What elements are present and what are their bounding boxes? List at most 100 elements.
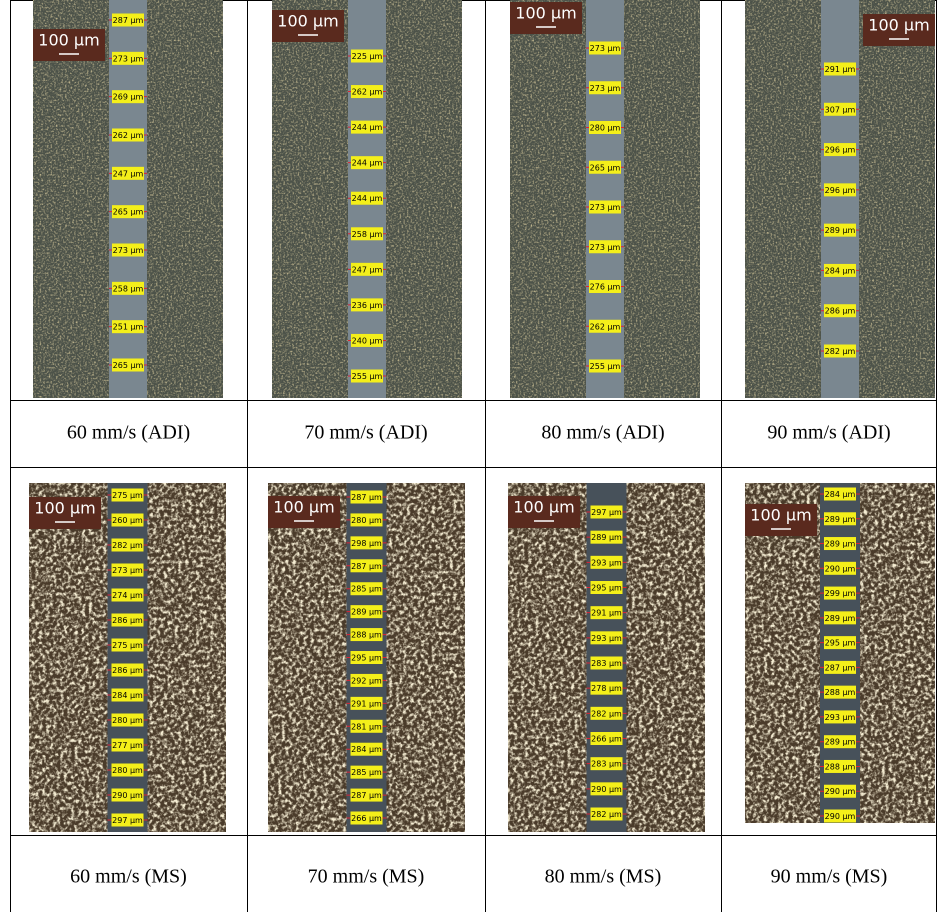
measure-label: 289 µm [351, 608, 382, 617]
measure-label: 287 µm [351, 562, 382, 571]
measure-label: 290 µm [825, 812, 856, 821]
measure-label: 286 µm [112, 666, 143, 675]
micrograph: 291 µm307 µm296 µm296 µm289 µm284 µm286 … [745, 0, 935, 398]
measure-label: 289 µm [825, 226, 856, 235]
measure-label: 273 µm [112, 566, 143, 575]
measure-label: 290 µm [591, 785, 622, 794]
scale-bar-label: 100 µm [868, 16, 929, 35]
measure-label: 280 µm [590, 124, 621, 133]
measure-label: 287 µm [351, 493, 382, 502]
measure-label: 289 µm [825, 515, 856, 524]
measure-label: 289 µm [825, 540, 856, 549]
measure-label: 281 µm [351, 722, 382, 731]
measure-label: 244 µm [352, 123, 383, 132]
measure-label: 298 µm [351, 539, 382, 548]
measure-label: 273 µm [590, 84, 621, 93]
measure-label: 262 µm [113, 131, 144, 140]
measure-label: 295 µm [351, 654, 382, 663]
measure-label: 247 µm [352, 265, 383, 274]
micrograph: 284 µm289 µm289 µm290 µm299 µm289 µm295 … [745, 483, 935, 823]
channel [586, 0, 624, 398]
measure-label: 292 µm [351, 676, 382, 685]
measure-label: 273 µm [590, 203, 621, 212]
measure-label: 258 µm [352, 230, 383, 239]
caption: 80 mm/s (ADI) [541, 422, 664, 444]
caption: 70 mm/s (ADI) [304, 422, 427, 444]
measure-label: 275 µm [112, 491, 143, 500]
measure-label: 284 µm [351, 745, 382, 754]
measure-label: 277 µm [112, 741, 143, 750]
measure-label: 295 µm [825, 639, 856, 648]
measure-label: 236 µm [352, 301, 383, 310]
measure-label: 255 µm [590, 362, 621, 371]
caption: 90 mm/s (MS) [771, 866, 888, 888]
scale-bar-label: 100 µm [273, 498, 334, 517]
micrograph: 275 µm260 µm282 µm273 µm274 µm286 µm275 … [29, 483, 226, 832]
scale-bar-label: 100 µm [750, 506, 811, 525]
measure-label: 289 µm [591, 533, 622, 542]
measure-label: 284 µm [825, 490, 856, 499]
measure-label: 307 µm [825, 105, 856, 114]
measure-label: 282 µm [825, 347, 856, 356]
measure-label: 290 µm [112, 791, 143, 800]
measure-label: 260 µm [112, 516, 143, 525]
measure-label: 244 µm [352, 194, 383, 203]
measure-label: 265 µm [113, 361, 144, 370]
caption: 80 mm/s (MS) [545, 866, 662, 888]
measure-label: 293 µm [825, 713, 856, 722]
channel [108, 483, 148, 832]
measure-label: 262 µm [352, 88, 383, 97]
measure-label: 284 µm [825, 266, 856, 275]
scale-bar-label: 100 µm [38, 31, 99, 50]
measure-label: 296 µm [825, 186, 856, 195]
measure-label: 269 µm [113, 93, 144, 102]
measure-label: 291 µm [591, 609, 622, 618]
caption: 90 mm/s (ADI) [767, 422, 890, 444]
measure-label: 282 µm [112, 541, 143, 550]
measure-label: 285 µm [351, 585, 382, 594]
figure-table: 287 µm 273 µm 269 µm 262 µm 247 µm 265 µm 273 … [0, 0, 947, 912]
measure-label: 297 µm [591, 508, 622, 517]
micrograph: 287 µm 280 µm 298 µm 287 µm 285 µm 289 µm 288 … [268, 483, 465, 832]
micrograph: 297 µm289 µm293 µm295 µm291 µm293 µm283 … [508, 483, 705, 832]
measure-label: 225 µm [352, 52, 383, 61]
measure-label: 276 µm [590, 283, 621, 292]
measure-label: 280 µm [112, 766, 143, 775]
measure-label: 287 µm [825, 663, 856, 672]
measure-label: 273 µm [113, 54, 144, 63]
measure-label: 289 µm [825, 738, 856, 747]
measure-label: 290 µm [825, 787, 856, 796]
measure-label: 258 µm [113, 284, 144, 293]
measure-label: 240 µm [352, 336, 383, 345]
measure-label: 244 µm [352, 159, 383, 168]
measure-label: 265 µm [113, 208, 144, 217]
measure-label: 291 µm [351, 699, 382, 708]
scale-bar-label: 100 µm [277, 12, 338, 31]
micrograph: 273 µm273 µm280 µm265 µm273 µm273 µm276 … [510, 0, 700, 398]
measure-label: 266 µm [351, 814, 382, 823]
measure-label: 286 µm [112, 616, 143, 625]
scale-bar-label: 100 µm [515, 4, 576, 23]
channel [821, 0, 859, 398]
measure-label: 289 µm [825, 614, 856, 623]
measure-label: 247 µm [113, 169, 144, 178]
measure-label: 288 µm [825, 688, 856, 697]
measure-label: 288 µm [351, 631, 382, 640]
measure-label: 291 µm [825, 65, 856, 74]
measure-label: 273 µm [590, 243, 621, 252]
measure-label: 283 µm [591, 659, 622, 668]
measure-label: 286 µm [825, 307, 856, 316]
measure-label: 280 µm [351, 516, 382, 525]
measure-label: 265 µm [590, 163, 621, 172]
measure-label: 278 µm [591, 684, 622, 693]
scale-bar-label: 100 µm [34, 499, 95, 518]
measure-label: 273 µm [113, 246, 144, 255]
measure-label: 295 µm [591, 584, 622, 593]
measure-label: 274 µm [112, 591, 143, 600]
measure-label: 283 µm [591, 760, 622, 769]
measure-label: 285 µm [351, 768, 382, 777]
measure-label: 282 µm [591, 810, 622, 819]
measure-label: 287 µm [113, 16, 144, 25]
measure-label: 280 µm [112, 716, 143, 725]
measure-label: 262 µm [590, 322, 621, 331]
